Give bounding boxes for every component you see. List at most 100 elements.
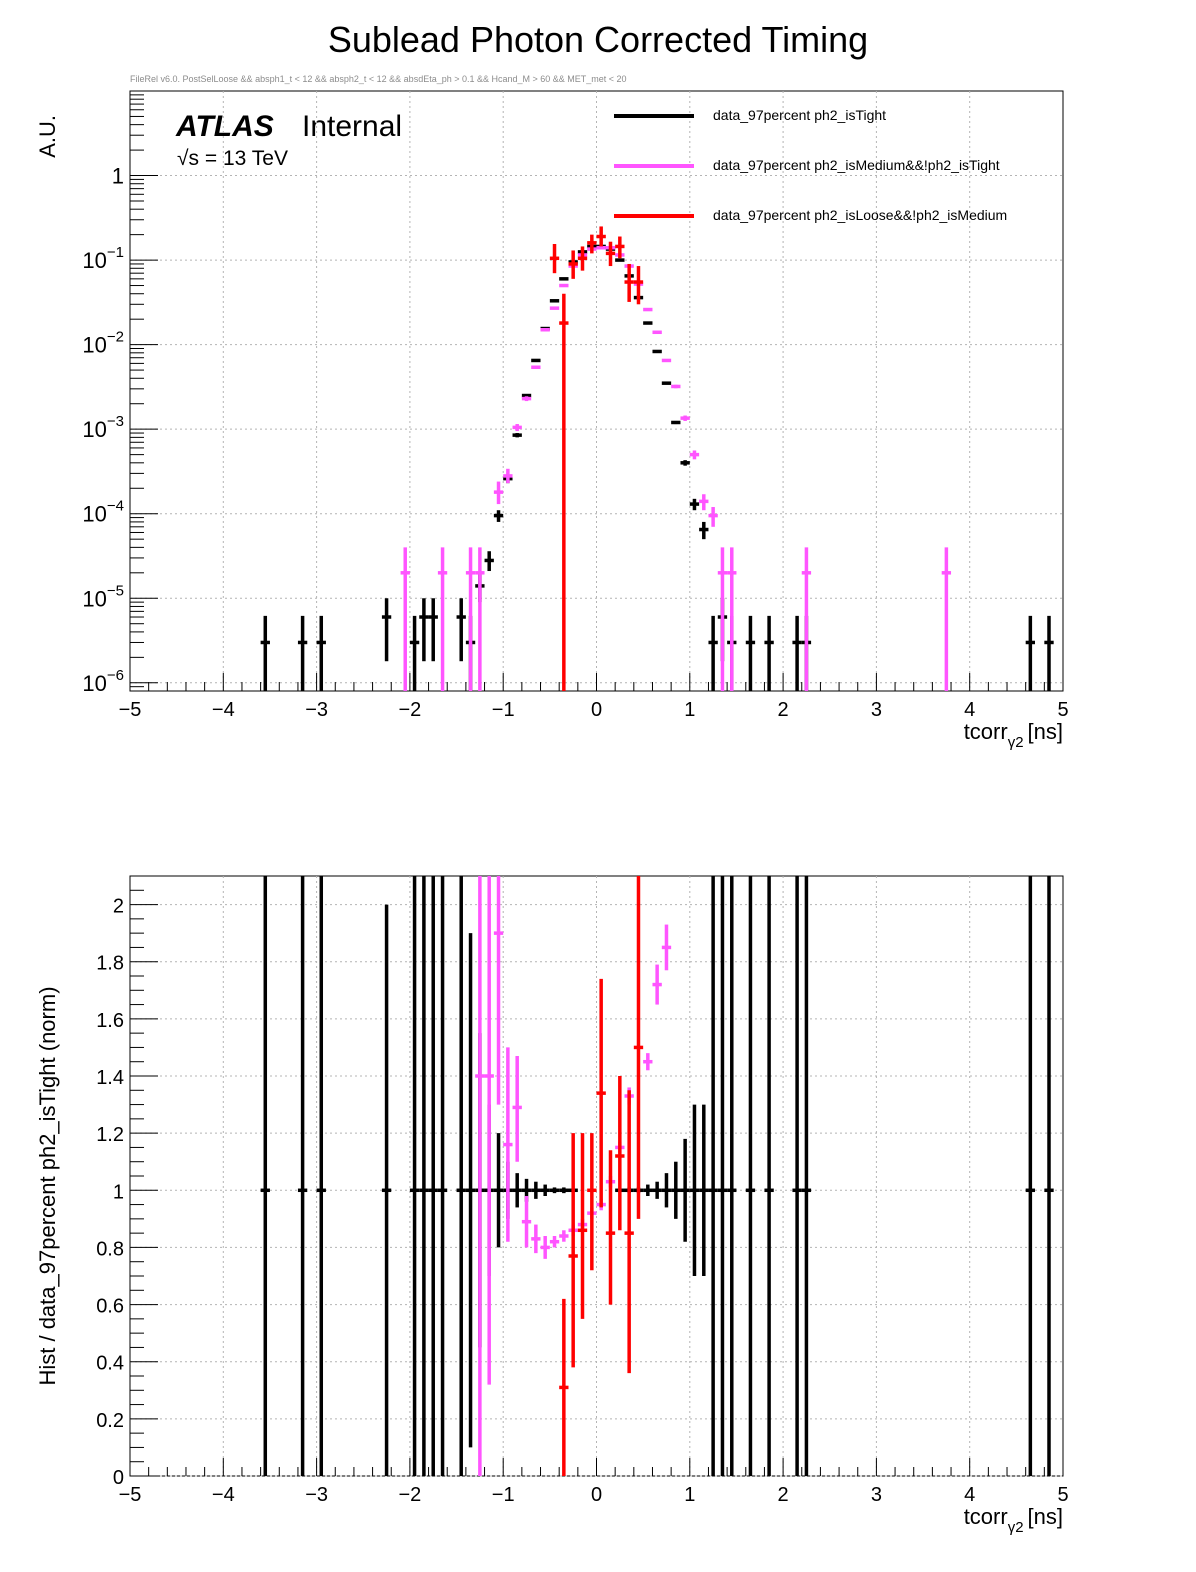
data-point [708, 876, 718, 1476]
x-tick-label: −2 [398, 699, 421, 721]
y-tick-label: 1 [113, 1181, 124, 1203]
y-tick-label: 2 [113, 896, 124, 918]
data-point [559, 1298, 569, 1476]
legend: data_97percent ph2_isTight data_97percent… [614, 107, 1007, 223]
data-point [643, 1053, 653, 1071]
data-point [661, 924, 672, 971]
y-tick-label: 10−2 [82, 329, 124, 358]
data-point [475, 547, 485, 691]
data-point [381, 904, 392, 1476]
x-tick-label: 0 [591, 1484, 602, 1506]
x-axis-title-unit: [ns] [1028, 1504, 1063, 1529]
data-point [521, 1196, 532, 1248]
data-point [437, 547, 448, 691]
y-tick-label: 0.8 [96, 1238, 124, 1260]
data-point [633, 876, 644, 1219]
data-point [428, 876, 438, 1476]
data-point [652, 349, 662, 354]
data-point [689, 1104, 700, 1276]
data-point [540, 327, 550, 332]
y-tick-label: 0 [113, 1467, 124, 1489]
x-tick-label: −1 [492, 1484, 515, 1506]
data-point [521, 396, 532, 402]
x-tick-label: −3 [305, 699, 328, 721]
x-axis-title: tcorrγ2 [ns] [964, 719, 1063, 751]
data-point [652, 330, 662, 335]
data-point [689, 498, 700, 511]
data-point [428, 598, 438, 662]
data-point [456, 598, 466, 662]
x-axis-title-main: tcorr [964, 719, 1008, 744]
data-point [605, 241, 616, 267]
data-point [260, 615, 270, 691]
x-axis-title-sub: γ2 [1008, 734, 1024, 751]
data-point [493, 1133, 504, 1248]
data-point [727, 547, 737, 691]
data-point [549, 1187, 560, 1194]
data-point [409, 615, 420, 691]
data-point [615, 258, 625, 262]
data-point [419, 876, 429, 1476]
legend-entry-label: data_97percent ph2_isMedium&&!ph2_isTigh… [713, 157, 1000, 173]
y-tick-label: 1.4 [96, 1067, 124, 1089]
x-axis-title-sub: γ2 [1008, 1519, 1024, 1536]
data-point [297, 615, 308, 691]
data-point [643, 307, 653, 312]
data-point [605, 1150, 616, 1305]
axis-ticks: −5 −4 −3 −2 −1 0 1 2 3 4 5 10−6 10−5 10−4 10−3 10−2 10−1… [82, 94, 1069, 721]
data-point [540, 1184, 550, 1196]
data-point [559, 293, 569, 691]
data-point [549, 299, 560, 303]
data-point [540, 1236, 550, 1259]
data-point [503, 1047, 513, 1242]
data-point [717, 876, 728, 1476]
data-point [559, 283, 569, 288]
data-point [549, 306, 560, 310]
data-point [316, 876, 326, 1476]
y-tick-label: 0.4 [96, 1353, 124, 1375]
data-point [260, 876, 270, 1476]
data-point [465, 933, 476, 1448]
x-tick-label: 3 [871, 1484, 882, 1506]
x-tick-label: −3 [305, 1484, 328, 1506]
data-point [745, 876, 756, 1476]
data-point [549, 1236, 560, 1248]
data-point [745, 615, 756, 691]
data-point [652, 1181, 662, 1199]
data-point [941, 547, 952, 691]
series-loose [559, 876, 644, 1476]
top-panel: ATLAS Internal √s = 13 TeV −5 −4 −3 −2 −1 0 1 2… [35, 90, 1069, 751]
data-point [792, 615, 802, 691]
y-tick-label: 1.8 [96, 953, 124, 975]
data-point [1025, 876, 1036, 1476]
x-tick-label: −2 [398, 1484, 421, 1506]
y-tick-label: 0.2 [96, 1410, 124, 1432]
data-point [503, 468, 513, 484]
x-axis-title: tcorrγ2 [ns] [964, 1504, 1063, 1536]
y-tick-label: 10−4 [82, 498, 124, 527]
x-tick-label: 3 [871, 699, 882, 721]
data-point [596, 978, 606, 1208]
legend-entry-label: data_97percent ph2_isTight [713, 107, 886, 123]
data-point [456, 876, 466, 1476]
atlas-label: ATLAS [175, 110, 274, 143]
x-tick-label: −1 [492, 699, 515, 721]
data-point [493, 510, 504, 522]
data-point [512, 424, 522, 432]
data-point [559, 277, 569, 281]
x-axis-title-unit: [ns] [1028, 719, 1063, 744]
data-point [316, 615, 326, 691]
x-tick-label: 4 [964, 1484, 975, 1506]
y-tick-label: 10−3 [82, 413, 124, 442]
data-point [615, 1076, 625, 1231]
ratio-panel: −5 −4 −3 −2 −1 0 1 2 3 4 5 0 0.2 0.4 0.6 0.8 1 1.2 1.4 1.6 1… [35, 875, 1069, 1536]
energy-label: √s = 13 TeV [177, 147, 288, 170]
data-point [577, 1133, 588, 1319]
y-tick-label: 1.2 [96, 1124, 124, 1146]
data-point [596, 226, 606, 247]
data-point [633, 266, 644, 305]
x-tick-label: 5 [1057, 1484, 1068, 1506]
data-point [652, 964, 662, 1005]
data-point [568, 250, 578, 279]
